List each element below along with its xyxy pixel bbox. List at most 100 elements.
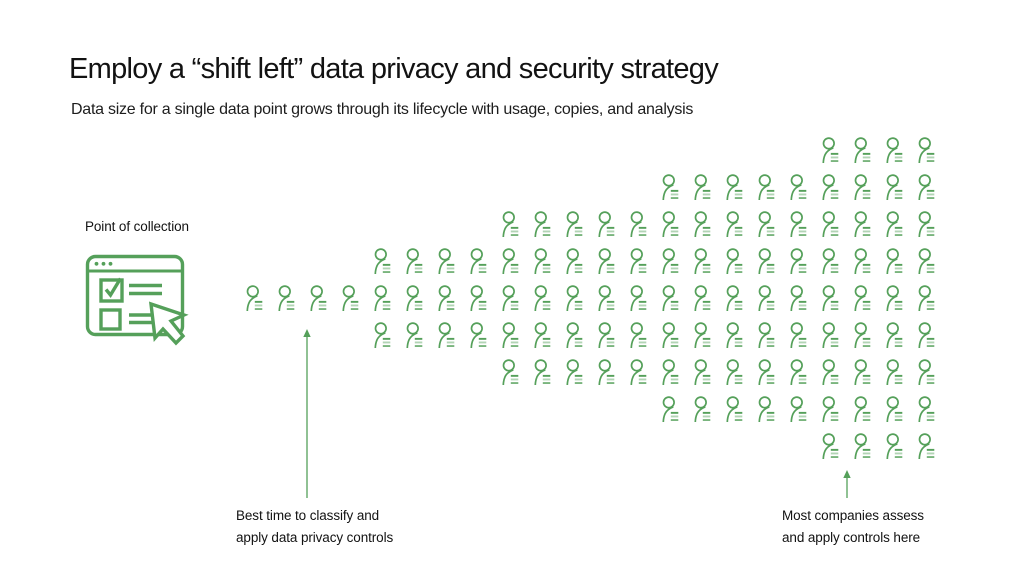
record-lines-icon [670, 411, 679, 421]
person-body [598, 295, 610, 312]
person-record-icon [822, 137, 839, 164]
browser-window-icon [85, 254, 189, 346]
person-record-icon [918, 211, 935, 238]
person-body [886, 221, 898, 238]
record-lines-icon [670, 374, 679, 384]
person-body [630, 369, 642, 386]
person-record-icon [598, 322, 615, 349]
person-record-icon [470, 248, 487, 275]
person-body [374, 332, 386, 349]
record-lines-icon [734, 411, 743, 421]
right-annotation-arrow [843, 470, 851, 498]
person-record-icon [566, 248, 583, 275]
person-body [342, 295, 354, 312]
person-record-icon [278, 285, 295, 312]
person-body [854, 406, 866, 423]
person-record-icon [374, 248, 391, 275]
person-head [662, 322, 675, 335]
record-lines-icon [574, 300, 583, 310]
person-body [822, 443, 834, 460]
person-body [470, 295, 482, 312]
record-lines-icon [862, 189, 871, 199]
record-lines-icon [702, 300, 711, 310]
person-head [630, 322, 643, 335]
record-lines-icon [894, 337, 903, 347]
person-record-icon [502, 322, 519, 349]
person-body [758, 258, 770, 275]
right-annotation-text: Most companies assess and apply controls… [782, 505, 924, 548]
person-head [374, 322, 387, 335]
person-head [662, 359, 675, 372]
person-body [726, 369, 738, 386]
person-head [694, 359, 707, 372]
person-body [502, 221, 514, 238]
person-head [822, 433, 835, 446]
person-body [598, 332, 610, 349]
record-lines-icon [478, 263, 487, 273]
person-record-icon [758, 211, 775, 238]
person-head [726, 359, 739, 372]
left-annotation-line-2: apply data privacy controls [236, 529, 394, 545]
person-head [822, 322, 835, 335]
record-lines-icon [798, 263, 807, 273]
record-lines-icon [414, 263, 423, 273]
person-head [694, 211, 707, 224]
record-lines-icon [510, 300, 519, 310]
person-record-icon [694, 174, 711, 201]
record-lines-icon [382, 300, 391, 310]
record-lines-icon [862, 263, 871, 273]
person-head [726, 211, 739, 224]
record-lines-icon [510, 263, 519, 273]
right-annotation-line-1: Most companies assess [782, 508, 924, 523]
record-lines-icon [478, 337, 487, 347]
window-frame [85, 254, 185, 337]
checkbox-checked [99, 278, 124, 303]
person-record-icon [502, 211, 519, 238]
person-record-icon [854, 285, 871, 312]
person-head [598, 248, 611, 261]
person-head [790, 322, 803, 335]
record-lines-icon [798, 374, 807, 384]
person-head [310, 285, 323, 298]
person-head [502, 248, 515, 261]
person-head [790, 248, 803, 261]
person-record-icon [822, 396, 839, 423]
person-body [694, 406, 706, 423]
record-lines-icon [702, 374, 711, 384]
record-lines-icon [542, 300, 551, 310]
person-body [758, 221, 770, 238]
person-record-icon [694, 396, 711, 423]
person-record-icon [470, 285, 487, 312]
person-head [534, 322, 547, 335]
person-body [886, 406, 898, 423]
person-body [886, 184, 898, 201]
person-head [630, 285, 643, 298]
person-head [694, 285, 707, 298]
person-body [758, 184, 770, 201]
record-lines-icon [926, 226, 935, 236]
person-record-icon [694, 248, 711, 275]
record-lines-icon [798, 226, 807, 236]
person-head [694, 174, 707, 187]
person-body [854, 221, 866, 238]
record-lines-icon [894, 152, 903, 162]
record-lines-icon [862, 448, 871, 458]
person-body [822, 369, 834, 386]
cursor-icon [148, 301, 189, 346]
record-lines-icon [926, 374, 935, 384]
person-head [918, 285, 931, 298]
person-record-icon [630, 322, 647, 349]
record-lines-icon [734, 263, 743, 273]
window-dots-icon [94, 261, 113, 266]
person-record-icon [886, 359, 903, 386]
record-lines-icon [574, 374, 583, 384]
person-head [758, 322, 771, 335]
record-lines-icon [254, 300, 263, 310]
record-lines-icon [670, 263, 679, 273]
record-lines-icon [542, 263, 551, 273]
person-record-icon [438, 285, 455, 312]
person-body [790, 258, 802, 275]
record-lines-icon [670, 337, 679, 347]
record-lines-icon [830, 448, 839, 458]
person-record-icon [918, 137, 935, 164]
